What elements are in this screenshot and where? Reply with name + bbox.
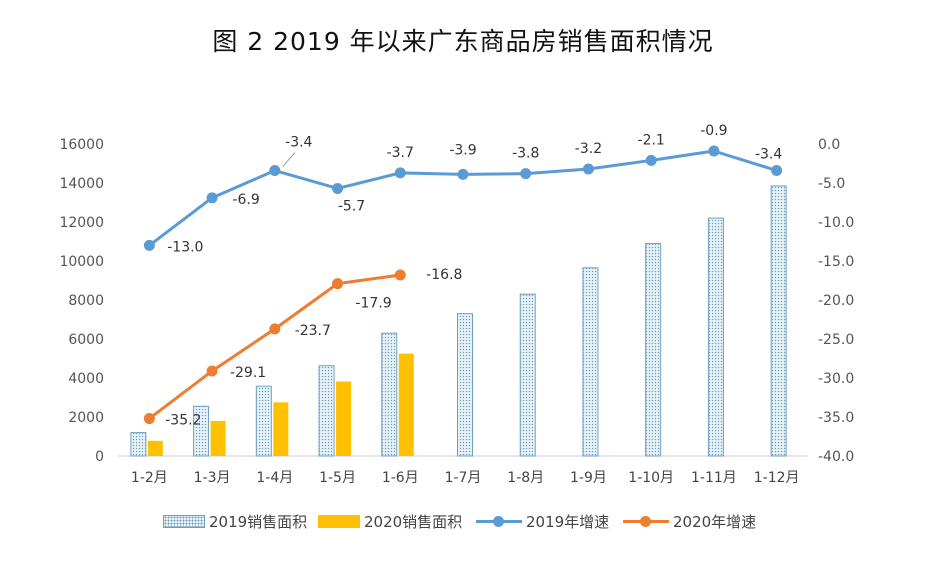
point-2020-growth	[269, 323, 281, 335]
legend-item-2020-growth: 2020年增速	[623, 510, 756, 532]
x-axis-tick-label: 1-3月	[194, 470, 231, 486]
left-axis-tick-label: 10000	[59, 254, 104, 270]
data-label-2019-growth: -2.1	[638, 132, 665, 148]
right-axis-tick-label: -30.0	[818, 371, 854, 387]
legend-item-2020-area: 2020销售面积	[318, 510, 462, 532]
data-label-2020-growth: -23.7	[295, 323, 331, 339]
x-axis-tick-label: 1-5月	[319, 470, 356, 486]
legend-swatch-2019-growth	[476, 514, 522, 528]
left-axis-tick-label: 16000	[59, 137, 104, 153]
left-axis-tick-label: 0	[95, 449, 104, 465]
legend-label-2019-area: 2019销售面积	[209, 512, 308, 531]
data-label-2020-growth: -17.9	[355, 296, 391, 312]
left-axis-tick-label: 8000	[68, 293, 104, 309]
right-axis-tick-label: -15.0	[818, 254, 854, 270]
point-2019-growth	[771, 165, 783, 177]
data-label-2019-growth: -3.9	[449, 142, 476, 158]
data-label-2019-growth: -3.7	[387, 145, 414, 161]
bar-2020-area	[336, 381, 352, 456]
data-label-leader	[282, 152, 296, 167]
point-2019-growth	[269, 165, 281, 177]
point-2020-growth	[394, 269, 406, 281]
data-label-2020-growth: -16.8	[426, 267, 462, 283]
point-2019-growth	[708, 145, 720, 157]
point-2019-growth	[206, 192, 218, 204]
chart-title: 图 2 2019 年以来广东商品房销售面积情况	[212, 27, 714, 56]
bar-2020-area	[147, 440, 163, 456]
data-label-2019-growth: -3.2	[575, 141, 602, 157]
data-label-2020-growth: -29.1	[230, 365, 266, 381]
left-axis-tick-label: 2000	[68, 410, 104, 426]
left-axis-tick-label: 12000	[59, 215, 104, 231]
data-label-2019-growth: -3.4	[285, 135, 312, 151]
bar-2019-area	[645, 242, 662, 457]
data-label-2019-growth: -0.9	[700, 123, 727, 139]
bar-2020-area	[398, 353, 414, 456]
bar-2019-area	[582, 267, 599, 457]
bar-2019-area	[770, 185, 787, 457]
point-2020-growth	[143, 413, 155, 425]
x-axis-tick-label: 1-2月	[131, 470, 168, 486]
legend-swatch-2020-growth	[623, 514, 669, 528]
bar-2019-area	[707, 217, 724, 457]
bar-2020-area	[210, 420, 226, 456]
legend-swatch-2019-area	[163, 514, 205, 528]
legend-label-2020-area: 2020销售面积	[364, 512, 463, 531]
bar-2019-area	[318, 365, 335, 457]
point-2020-growth	[206, 365, 218, 377]
x-axis-tick-label: 1-8月	[507, 470, 544, 486]
bar-2019-area	[255, 385, 272, 457]
point-2020-growth	[332, 278, 344, 290]
bar-2019-area	[130, 432, 147, 457]
data-label-2020-growth: -35.2	[165, 413, 201, 429]
legend-item-2019-growth: 2019年增速	[476, 510, 609, 532]
right-axis-tick-label: -25.0	[818, 332, 854, 348]
right-axis-tick-label: -35.0	[818, 410, 854, 426]
chart-plot: 0 2000 4000 6000 8000 10000 12000 14000 16000 -40…	[59, 123, 854, 486]
point-2019-growth	[582, 163, 594, 175]
bar-2019-area	[457, 313, 473, 457]
right-axis-tick-label: -10.0	[818, 215, 854, 231]
legend-swatch-2020-area	[318, 514, 360, 528]
bar-2019-area	[193, 405, 210, 457]
point-2019-growth	[143, 239, 155, 251]
legend-label-2019-growth: 2019年增速	[526, 512, 610, 531]
data-label-2019-growth: -5.7	[338, 198, 365, 214]
legend: 2019销售面积 2020销售面积 2019年增速 2020年增速	[0, 506, 926, 536]
right-axis-tick-label: -40.0	[818, 449, 854, 465]
point-2019-growth	[645, 154, 657, 166]
right-axis-tick-label: -20.0	[818, 293, 854, 309]
x-axis-tick-label: 1-7月	[445, 470, 482, 486]
point-2019-growth	[520, 168, 532, 180]
bar-2019-area	[519, 293, 536, 457]
x-axis-tick-label: 1-4月	[256, 470, 293, 486]
left-axis-tick-label: 14000	[59, 176, 104, 192]
x-axis-tick-label: 1-6月	[382, 470, 419, 486]
x-axis-tick-label: 1-12月	[754, 470, 800, 486]
x-axis-tick-label: 1-9月	[570, 470, 607, 486]
legend-label-2020-growth: 2020年增速	[673, 512, 757, 531]
bar-2019-area	[381, 332, 398, 457]
data-label-2019-growth: -6.9	[232, 192, 259, 208]
point-2019-growth	[394, 167, 406, 179]
point-2019-growth	[332, 182, 344, 194]
x-axis-tick-label: 1-10月	[628, 470, 674, 486]
point-2019-growth	[457, 168, 469, 180]
x-axis-tick-label: 1-11月	[691, 470, 737, 486]
right-axis-tick-label: -5.0	[818, 176, 845, 192]
data-label-2019-growth: -3.4	[755, 147, 782, 163]
bar-2020-area	[273, 402, 289, 456]
left-axis-tick-label: 4000	[68, 371, 104, 387]
data-label-2019-growth: -3.8	[512, 146, 539, 162]
data-label-2019-growth: -13.0	[167, 239, 203, 255]
legend-item-2019-area: 2019销售面积	[163, 510, 307, 532]
right-axis-tick-label: 0.0	[818, 137, 840, 153]
left-axis-tick-label: 6000	[68, 332, 104, 348]
